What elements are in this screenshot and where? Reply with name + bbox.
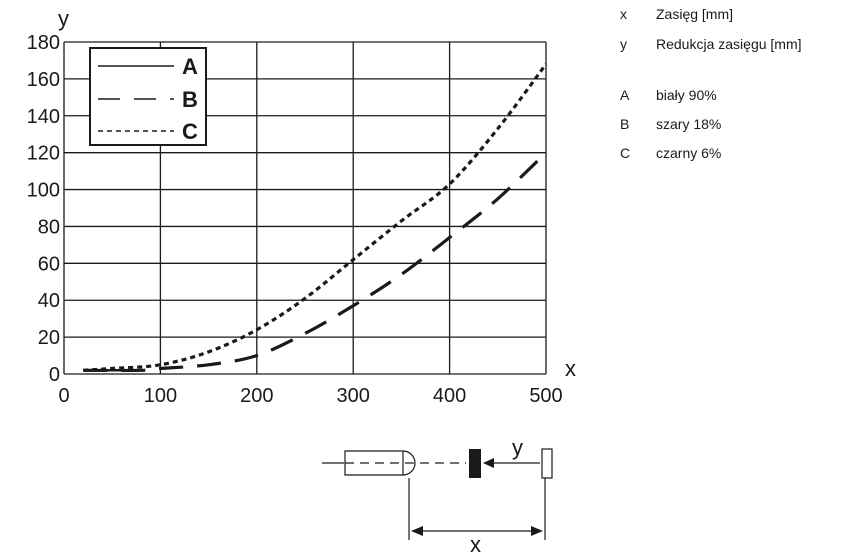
y-tick-label: 180 xyxy=(27,32,60,54)
legend-box xyxy=(89,47,207,146)
y-axis-label: y xyxy=(58,6,69,31)
y-tick-label: 40 xyxy=(38,290,60,312)
y-tick-label: 60 xyxy=(38,253,60,275)
diagram-x-label: x xyxy=(470,532,481,554)
y-tick-label: 80 xyxy=(38,216,60,238)
y-tick-label: 0 xyxy=(49,364,60,386)
key-symbol: B xyxy=(620,116,630,132)
y-tick-label: 120 xyxy=(27,143,60,165)
sensor-diagram: y x xyxy=(322,435,553,554)
y-tick-label: 20 xyxy=(38,327,60,349)
y-tick-label: 140 xyxy=(27,106,60,128)
x-tick-label: 500 xyxy=(529,385,562,407)
y-tick-label: 160 xyxy=(27,69,60,91)
series-line-c xyxy=(83,63,548,372)
legend-label-c: C xyxy=(182,119,198,144)
key-symbol: y xyxy=(620,36,627,52)
x-tick-label: 400 xyxy=(433,385,466,407)
key-description: czarny 6% xyxy=(656,145,722,161)
x-tick-label: 0 xyxy=(58,385,69,407)
white-target-icon xyxy=(541,448,553,479)
chart-legend: A B C xyxy=(89,47,207,146)
key-symbol: A xyxy=(620,87,630,103)
legend-label-a: A xyxy=(182,54,198,79)
key-description: biały 90% xyxy=(656,87,717,103)
key-description: Redukcja zasięgu [mm] xyxy=(656,36,802,52)
x-tick-label: 100 xyxy=(144,385,177,407)
x-tick-label: 300 xyxy=(337,385,370,407)
key-symbol: C xyxy=(620,145,631,161)
reduction-arrow-icon xyxy=(483,458,494,468)
key-description: Zasięg [mm] xyxy=(656,6,734,22)
curves xyxy=(83,63,548,373)
diagram-y-label: y xyxy=(512,435,523,460)
y-tick-label: 100 xyxy=(27,180,60,202)
series-line-b xyxy=(83,151,548,373)
x-axis-label: x xyxy=(565,356,576,381)
key-description: szary 18% xyxy=(656,116,722,132)
key-symbol: x xyxy=(620,6,627,22)
dimension-arrow-left-icon xyxy=(411,526,423,536)
x-tick-label: 200 xyxy=(240,385,273,407)
dimension-arrow-right-icon xyxy=(531,526,543,536)
legend-label-b: B xyxy=(182,87,198,112)
dark-target-icon xyxy=(469,449,481,478)
grid-lines xyxy=(63,41,547,375)
tick-labels: 0 100 200 300 400 500 0 20 40 60 80 100 120 140 160 180 xyxy=(27,32,563,407)
